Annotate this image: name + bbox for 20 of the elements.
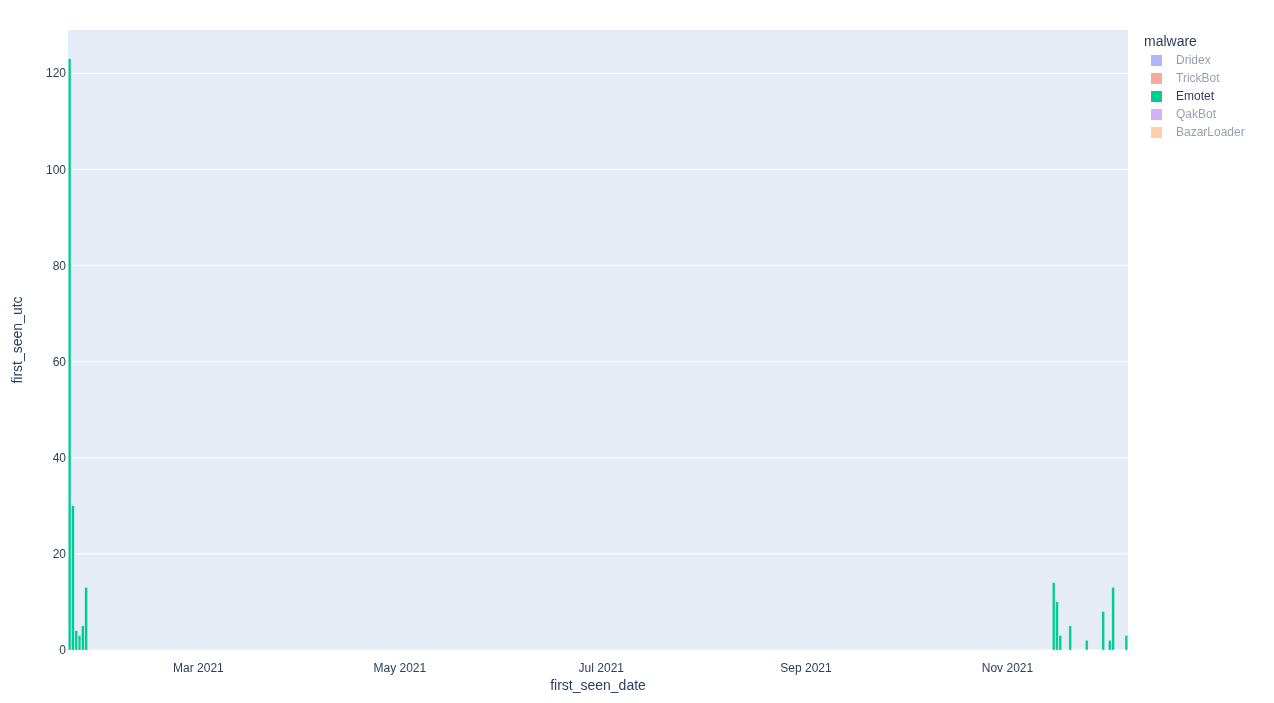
legend-title: malware xyxy=(1144,33,1198,49)
y-tick-label: 0 xyxy=(59,643,67,658)
legend-label: BazarLoader xyxy=(1176,125,1245,140)
y-tick-label: 60 xyxy=(52,354,67,369)
legend-label: QakBot xyxy=(1176,107,1217,122)
x-axis-title: first_seen_date xyxy=(550,677,647,693)
y-tick-label: 120 xyxy=(45,66,67,81)
y-tick-label: 100 xyxy=(45,162,67,177)
legend-label: Dridex xyxy=(1176,53,1211,68)
y-tick-label: 40 xyxy=(52,450,67,465)
y-tick-label: 20 xyxy=(52,547,67,562)
x-tick-label: Sep 2021 xyxy=(780,660,833,675)
x-tick-label: May 2021 xyxy=(373,660,427,675)
x-tick-label: Nov 2021 xyxy=(981,660,1034,675)
legend-label: Emotet xyxy=(1176,89,1215,104)
y-tick-label: 80 xyxy=(52,258,67,273)
x-tick-label: Mar 2021 xyxy=(173,660,225,675)
legend-label: TrickBot xyxy=(1176,71,1221,86)
y-axis-title: first_seen_utc xyxy=(9,296,25,384)
x-tick-label: Jul 2021 xyxy=(578,660,625,675)
